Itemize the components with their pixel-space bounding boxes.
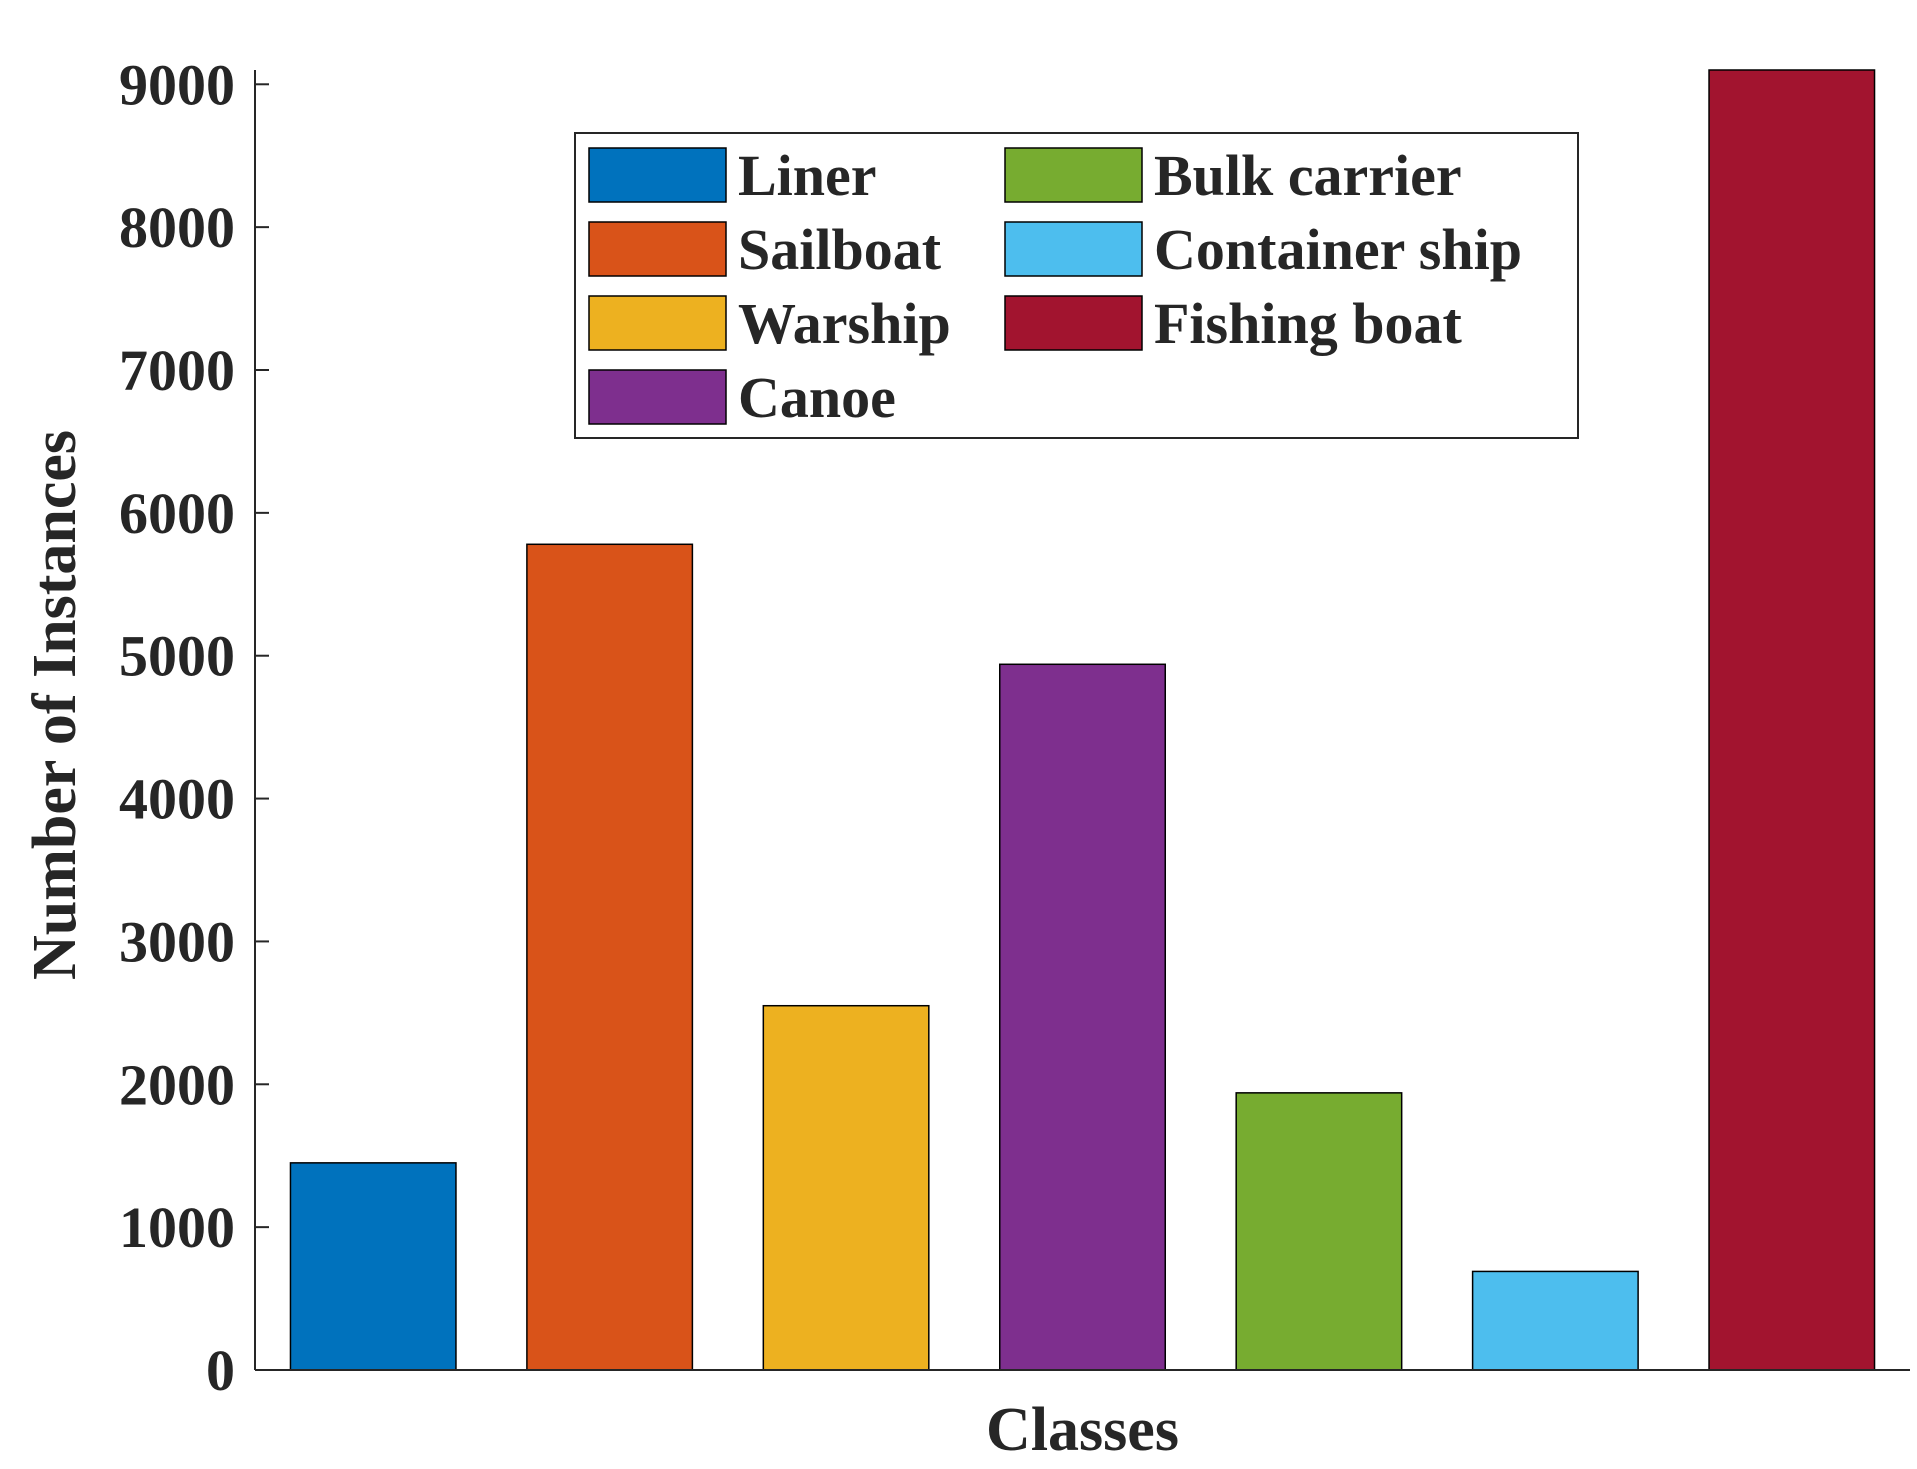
y-tick-label: 2000: [119, 1052, 235, 1117]
legend-label-container-ship: Container ship: [1154, 217, 1522, 282]
bar-sailboat: [526, 543, 694, 1371]
legend-label-warship: Warship: [738, 291, 951, 356]
y-tick-label: 7000: [119, 338, 235, 403]
y-tick-label: 9000: [119, 52, 235, 117]
legend-label-liner: Liner: [738, 143, 877, 208]
bar-fishing-boat: [1708, 69, 1876, 1371]
bar-container-ship: [1471, 1270, 1639, 1371]
y-tick-label: 5000: [119, 624, 235, 689]
bar-warship: [762, 1004, 930, 1371]
legend-label-bulk-carrier: Bulk carrier: [1154, 143, 1462, 208]
legend-swatch-container-ship: [1004, 221, 1143, 277]
y-tick-label: 4000: [119, 767, 235, 832]
legend-swatch-bulk-carrier: [1004, 147, 1143, 203]
y-tick-label: 8000: [119, 195, 235, 260]
legend: Liner Sailboat Warship Canoe Bulk carrier Con…: [574, 132, 1579, 439]
bar-liner: [289, 1162, 457, 1371]
y-tick-label: 6000: [119, 481, 235, 546]
legend-label-canoe: Canoe: [738, 365, 896, 430]
legend-swatch-canoe: [588, 369, 727, 425]
legend-label-sailboat: Sailboat: [738, 217, 942, 282]
y-tick-label: 1000: [119, 1195, 235, 1260]
bar-canoe: [999, 663, 1166, 1371]
y-tick-label: 3000: [119, 909, 235, 974]
legend-swatch-sailboat: [588, 221, 727, 277]
bars: [289, 69, 1876, 1371]
axes: 0 1000 2000 3000 4000 5000 6000 7000 8000 9000: [119, 52, 1910, 1403]
legend-swatch-fishing-boat: [1004, 295, 1143, 351]
legend-swatch-warship: [588, 295, 727, 351]
x-axis-label: Classes: [986, 1396, 1179, 1464]
legend-label-fishing-boat: Fishing boat: [1154, 291, 1462, 356]
legend-swatch-liner: [588, 147, 727, 203]
y-tick-label: 0: [206, 1338, 235, 1403]
bar-bulk-carrier: [1235, 1092, 1403, 1371]
y-axis-label: Number of Instances: [21, 430, 89, 980]
